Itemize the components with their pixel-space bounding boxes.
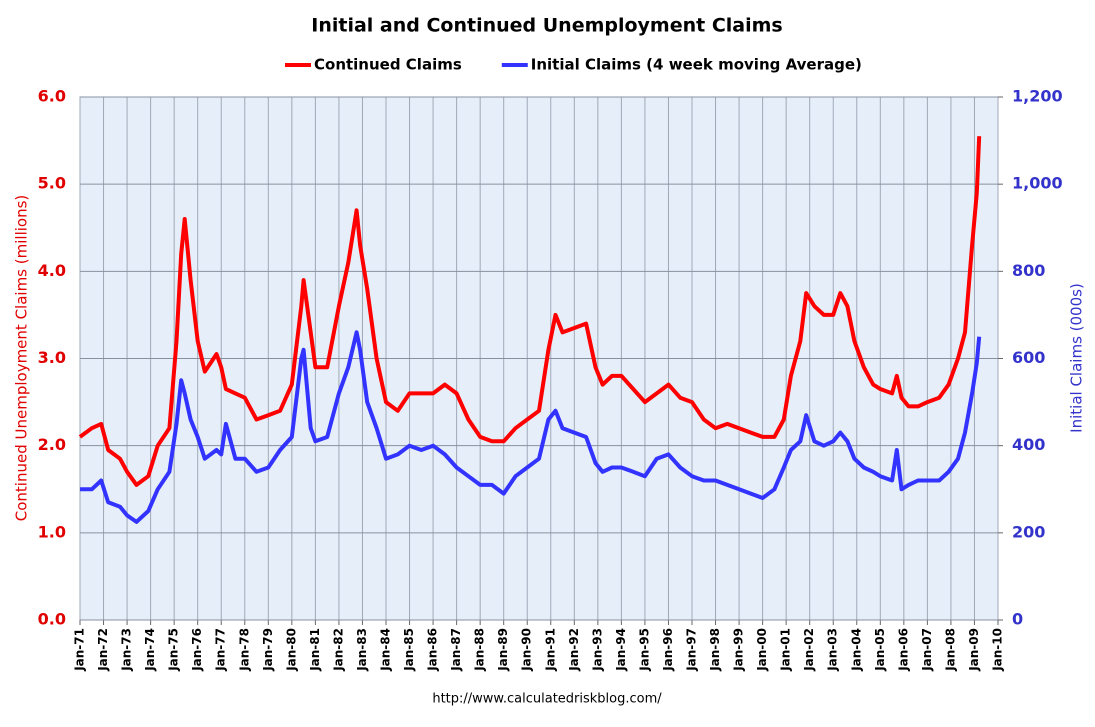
x-tick-label: Jan-85 <box>402 628 416 672</box>
y-tick-label: 3.0 <box>38 348 66 367</box>
y-tick-label: 5.0 <box>38 174 66 193</box>
x-tick-label: Jan-77 <box>214 628 228 672</box>
series-line <box>80 330 982 524</box>
x-tick-label: Jan-98 <box>708 628 722 672</box>
x-tick-label: Jan-02 <box>802 628 816 672</box>
legend: Continued Claims Initial Claims (4 week m… <box>285 56 862 74</box>
x-tick-label: Jan-08 <box>943 628 957 672</box>
x-tick-label: Jan-86 <box>426 628 440 672</box>
x-tick-label: Jan-96 <box>661 628 675 672</box>
y-tick-label: 1.0 <box>38 522 66 541</box>
x-tick-label: Jan-06 <box>896 628 910 672</box>
x-tick-label: Jan-80 <box>284 628 298 672</box>
y2-tick-label: 400 <box>1012 435 1045 454</box>
x-tick-label: Jan-92 <box>567 628 581 672</box>
x-tick-label: Jan-05 <box>873 628 887 672</box>
y-axis-label: Continued Unemployment Claims (millions) <box>13 195 31 521</box>
y2-tick-label: 800 <box>1012 261 1045 280</box>
x-tick-label: Jan-99 <box>732 628 746 672</box>
x-tick-label: Jan-09 <box>967 628 981 672</box>
series-line <box>78 136 982 487</box>
y2-tick-label: 0 <box>1012 610 1023 629</box>
y-tick-label: 0.0 <box>38 610 66 629</box>
x-tick-label: Jan-90 <box>520 628 534 672</box>
y-tick-label: 2.0 <box>38 435 66 454</box>
x-tick-label: Jan-75 <box>167 628 181 672</box>
x-tick-label: Jan-88 <box>473 628 487 672</box>
y2-tick-label: 600 <box>1012 348 1045 367</box>
x-tick-label: Jan-74 <box>143 628 157 672</box>
x-tick-label: Jan-01 <box>779 628 793 672</box>
x-tick-label: Jan-81 <box>308 628 322 672</box>
legend-label: Initial Claims (4 week moving Average) <box>531 56 862 74</box>
x-tick-label: Jan-84 <box>379 628 393 672</box>
y2-axis-label: Initial Claims (000s) <box>1068 283 1086 433</box>
x-tick-label: Jan-03 <box>826 628 840 672</box>
x-tick-label: Jan-73 <box>120 628 134 672</box>
y2-tick-label: 1,000 <box>1012 174 1063 193</box>
y-tick-label: 6.0 <box>38 87 66 106</box>
x-tick-label: Jan-04 <box>849 628 863 672</box>
x-tick-label: Jan-00 <box>755 628 769 672</box>
x-tick-label: Jan-78 <box>237 628 251 672</box>
source: http://www.calculatedriskblog.com/ <box>432 692 662 707</box>
x-tick-label: Jan-87 <box>449 628 463 672</box>
x-tick-label: Jan-97 <box>685 628 699 672</box>
x-tick-label: Jan-71 <box>73 628 87 672</box>
x-tick-label: Jan-76 <box>190 628 204 672</box>
chart-title: Initial and Continued Unemployment Claim… <box>311 15 782 37</box>
y2-tick-label: 200 <box>1012 522 1045 541</box>
x-tick-label: Jan-93 <box>590 628 604 672</box>
legend-label: Continued Claims <box>314 56 462 74</box>
y-tick-label: 4.0 <box>38 261 66 280</box>
x-tick-label: Jan-07 <box>920 628 934 672</box>
x-tick-label: Jan-10 <box>991 628 1005 672</box>
x-tick-label: Jan-94 <box>614 628 628 672</box>
x-tick-label: Jan-83 <box>355 628 369 672</box>
y2-tick-label: 1,200 <box>1012 87 1063 106</box>
x-tick-label: Jan-79 <box>261 628 275 672</box>
x-tick-label: Jan-89 <box>496 628 510 672</box>
x-tick-label: Jan-91 <box>543 628 557 672</box>
x-tick-label: Jan-82 <box>331 628 345 672</box>
x-tick-label: Jan-72 <box>96 628 110 672</box>
x-tick-label: Jan-95 <box>637 628 651 672</box>
